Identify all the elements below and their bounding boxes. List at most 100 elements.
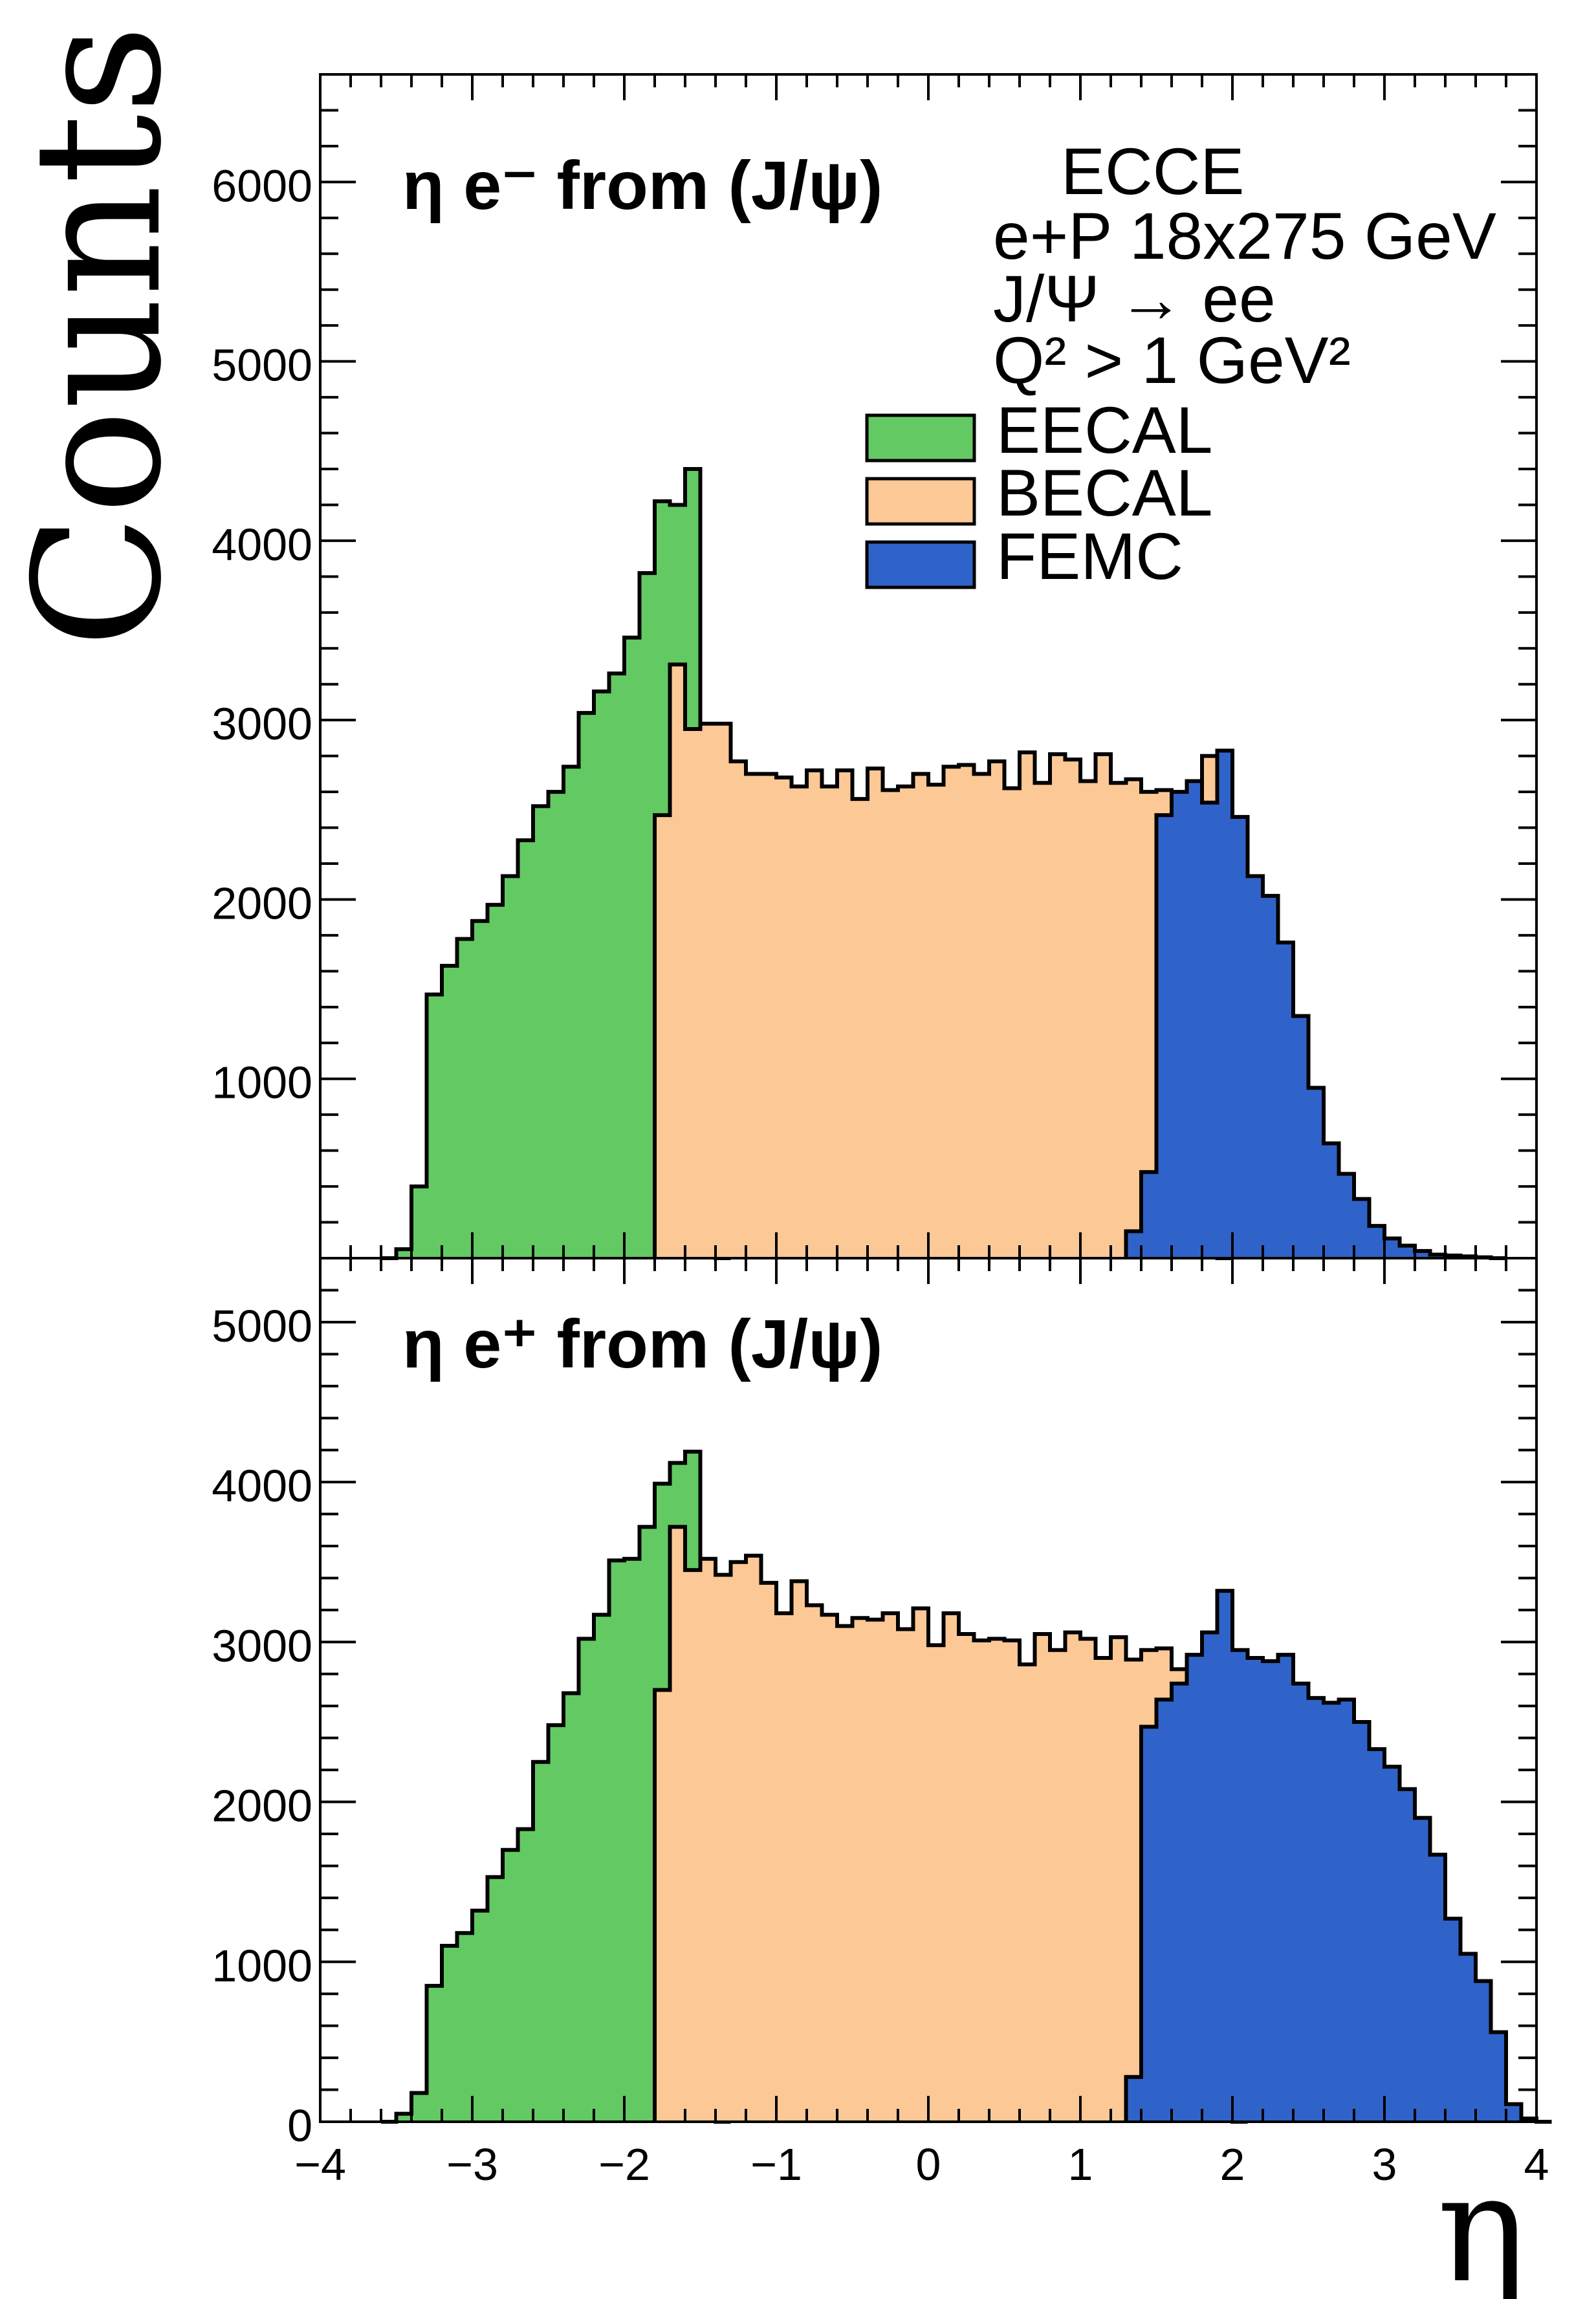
upper-eecal-bin (624, 637, 640, 1258)
x-tick-label: −3 (446, 2139, 498, 2190)
decay-label: J/Ψ → ee (993, 262, 1276, 336)
lower-femc-bin (1324, 1703, 1339, 2122)
upper-femc-outline (1124, 748, 1506, 1260)
x-tick-label: 1 (1068, 2139, 1093, 2190)
lower-femc-bin (1247, 1658, 1263, 2122)
lower-femc-bin (1460, 1954, 1476, 2122)
upper-eecal-bin (411, 1186, 427, 1258)
x-tick-label: −2 (598, 2139, 650, 2190)
lower-eecal-bin (426, 1985, 442, 2122)
lower-femc-bin (1202, 1632, 1218, 2122)
legend-label-femc: FEMC (996, 519, 1183, 593)
upper-becal-bin (928, 785, 944, 1258)
lower-femc-bin (1217, 1591, 1232, 2122)
upper-becal-bin (776, 777, 792, 1258)
upper-femc-bin (1369, 1226, 1384, 1258)
upper-y-tick-label: 5000 (212, 340, 312, 391)
upper-eecal-bin (487, 904, 503, 1258)
upper-eecal-bin (594, 691, 609, 1258)
lower-becal-bin (989, 1639, 1005, 2122)
lower-femc-bin (1354, 1721, 1370, 2122)
lower-becal-bin (655, 1690, 670, 2122)
lower-becal-bin (700, 1558, 716, 2122)
upper-femc-bin (1141, 1171, 1157, 1258)
beam-label: e+P 18x275 GeV (993, 199, 1496, 273)
legend-label-becal: BECAL (996, 456, 1213, 530)
upper-becal-bin (1065, 759, 1080, 1258)
lower-eecal-bin (624, 1558, 640, 2122)
lower-becal-bin (761, 1582, 776, 2122)
lower-y-tick-label: 4000 (212, 1461, 312, 1511)
upper-femc-bin (1339, 1173, 1354, 1258)
x-tick-label: 2 (1220, 2139, 1245, 2190)
lower-becal-bin (1080, 1639, 1096, 2122)
upper-eecal-bin (533, 806, 549, 1258)
lower-eecal-bin (503, 1849, 518, 2122)
upper-becal-outline (653, 662, 1232, 1260)
lower-becal-bin (791, 1581, 807, 2122)
upper-eecal-bin (426, 994, 442, 1258)
upper-femc-bin (1263, 895, 1278, 1258)
lower-femc-bin (1278, 1655, 1293, 2122)
lower-becal-bin (1065, 1632, 1080, 2122)
x-tick-label: −1 (750, 2139, 802, 2190)
lower-femc-bin (1415, 1818, 1430, 2122)
lower-femc-bin (1293, 1683, 1309, 2122)
legend-swatch-femc (865, 540, 976, 589)
upper-becal-bin (807, 770, 822, 1258)
upper-eecal-bin (472, 921, 488, 1258)
upper-becal-bin (670, 664, 685, 1258)
upper-becal-bin (989, 761, 1005, 1258)
lower-femc-bin (1308, 1697, 1324, 2122)
lower-becal-bin (943, 1613, 959, 2122)
lower-eecal-bin (639, 1527, 655, 2122)
lower-becal-bin (716, 1574, 731, 2122)
lower-eecal-bin (411, 2093, 427, 2122)
lower-eecal-bin (472, 1910, 488, 2122)
lower-eecal-bin (609, 1560, 624, 2122)
lower-femc-bin (1186, 1655, 1202, 2122)
upper-femc-bin (1172, 792, 1187, 1258)
x-tick-label: 4 (1524, 2139, 1549, 2190)
lower-femc-outline (1124, 1589, 1552, 2124)
legend-label-eecal: EECAL (996, 393, 1213, 467)
lower-femc-bin (1430, 1855, 1445, 2122)
lower-becal-bin (959, 1633, 974, 2122)
experiment-label: ECCE (1061, 135, 1244, 208)
upper-panel-axes: 1000 2000 3000 4000 5000 6000 (212, 73, 1538, 1259)
lower-femc-bin (1141, 1727, 1157, 2122)
lower-becal-bin (913, 1608, 928, 2122)
upper-becal-bin (1095, 754, 1111, 1258)
lower-becal-bin (1126, 1659, 1141, 2122)
legend-swatch-becal (865, 477, 976, 526)
upper-femc-bin (1293, 1016, 1309, 1258)
lower-eecal-bin (533, 1761, 549, 2122)
lower-eecal-bin (487, 1877, 503, 2122)
upper-eecal-bin (518, 840, 533, 1258)
upper-eecal-bin (457, 939, 472, 1258)
upper-becal-bin (852, 799, 868, 1258)
lower-becal-bin (974, 1640, 989, 2122)
lower-eecal-bin (396, 2113, 411, 2122)
upper-becal-bin (655, 815, 670, 1258)
upper-y-tick-label: 6000 (212, 160, 312, 211)
upper-histogram-panel: 1000 2000 3000 4000 5000 6000 η e⁻ from (J/ψ) (212, 73, 1538, 1260)
lower-becal-bin (776, 1613, 792, 2122)
upper-femc-bin (1217, 750, 1232, 1258)
lower-becal-bin (1034, 1633, 1050, 2122)
upper-femc-bin (1186, 781, 1202, 1258)
lower-eecal-bin (457, 1933, 472, 2122)
lower-becal-bin (670, 1527, 685, 2122)
upper-femc-bin (1384, 1238, 1400, 1258)
lower-y-tick-label: 1000 (212, 1941, 312, 1991)
upper-y-tick-label: 1000 (212, 1058, 312, 1108)
upper-femc-bin (1324, 1143, 1339, 1258)
upper-becal-bin (913, 774, 928, 1258)
lower-panel-title: η e⁺ from (J/ψ) (402, 1306, 882, 1382)
upper-eecal-bin (442, 966, 457, 1258)
upper-femc-bin (1247, 876, 1263, 1258)
upper-becal-bin (716, 723, 731, 1258)
upper-becal-bin (700, 723, 716, 1258)
lower-becal-bin (1095, 1658, 1111, 2122)
